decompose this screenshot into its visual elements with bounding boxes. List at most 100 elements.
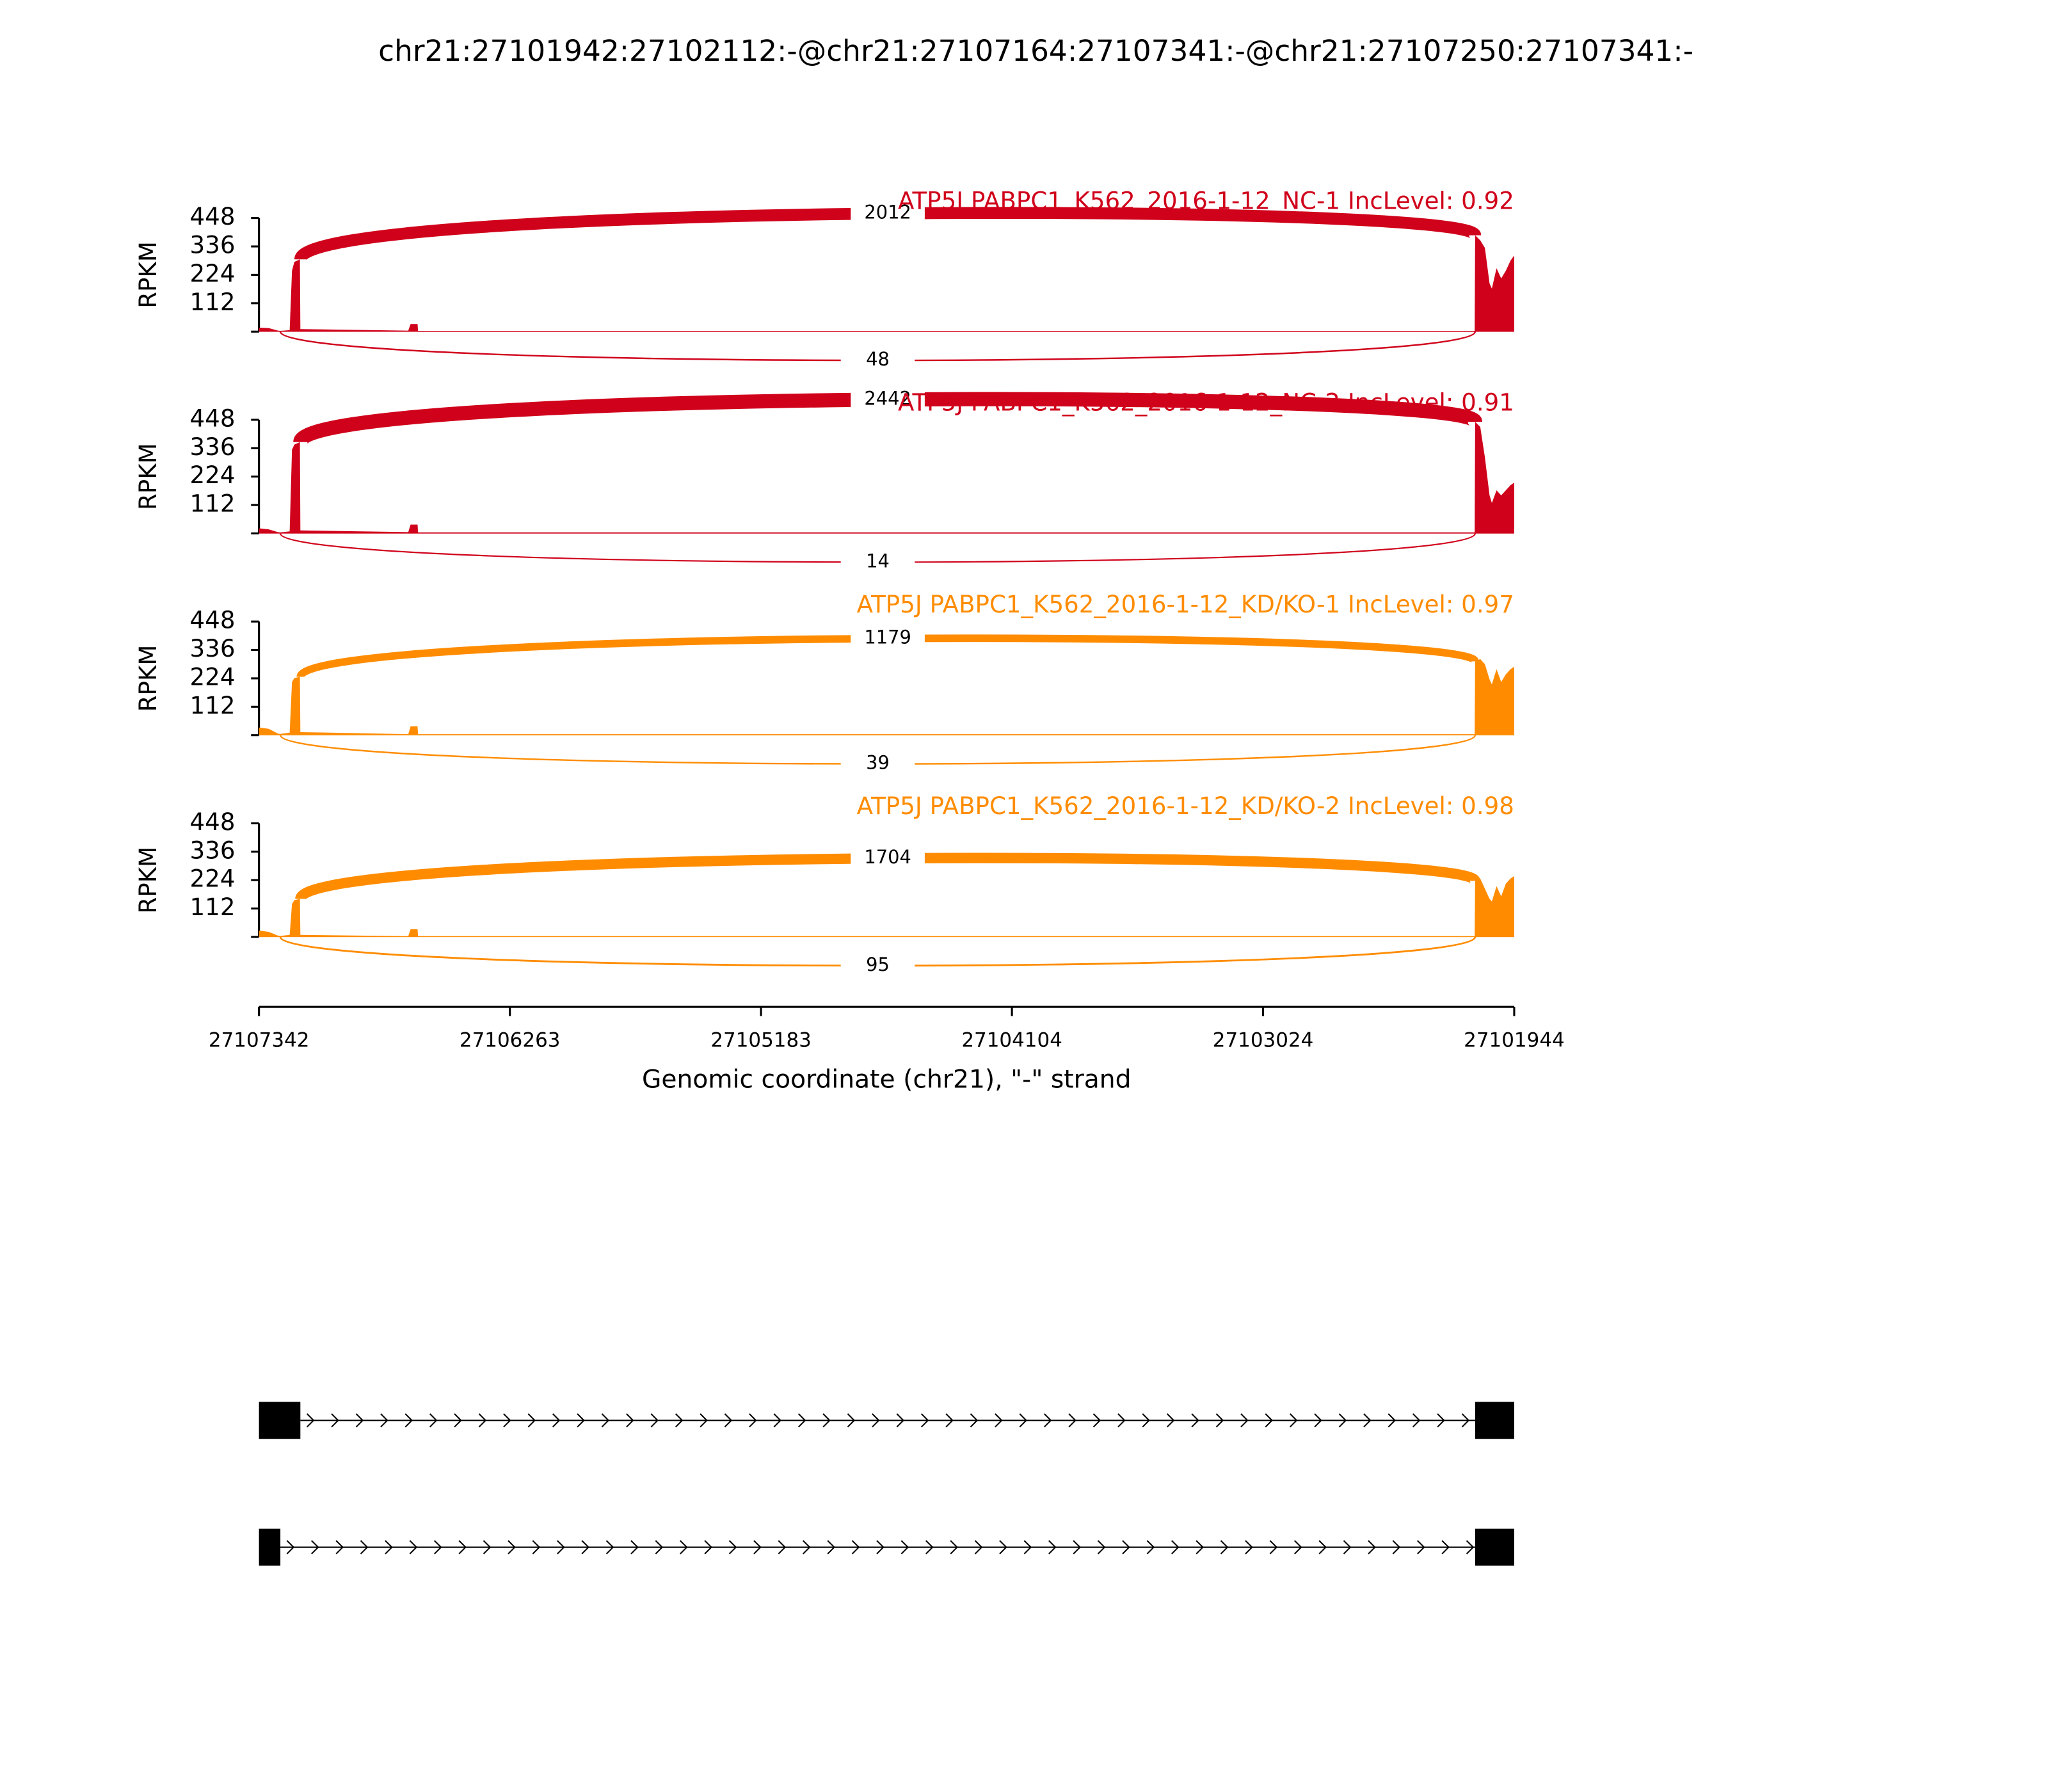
y-axis-label: RPKM	[134, 645, 162, 712]
y-tick-label: 448	[190, 404, 236, 432]
strand-chevron	[1289, 1413, 1298, 1428]
y-axis-label: RPKM	[134, 443, 162, 510]
y-tick-label: 112	[190, 288, 236, 316]
y-tick-label: 112	[190, 692, 236, 719]
junction-label-bg	[851, 388, 925, 410]
strand-chevron	[1166, 1413, 1175, 1428]
strand-chevron	[1240, 1413, 1249, 1428]
strand-chevron	[1117, 1413, 1126, 1428]
strand-chevron	[650, 1413, 659, 1428]
coverage-area	[259, 235, 1514, 332]
y-tick-label: 336	[190, 635, 236, 662]
strand-chevron	[1363, 1413, 1372, 1428]
y-tick-label: 448	[190, 607, 236, 634]
strand-chevron	[704, 1540, 712, 1555]
y-tick-label: 448	[190, 808, 236, 836]
x-tick-label: 27101944	[1464, 1028, 1565, 1052]
strand-chevron	[385, 1540, 393, 1555]
x-tick-label: 27103024	[1213, 1028, 1314, 1052]
junction-label: 48	[866, 348, 890, 370]
y-tick-label: 336	[190, 836, 236, 864]
strand-chevron	[700, 1413, 708, 1428]
strand-chevron	[429, 1413, 438, 1428]
junction-label: 1704	[864, 846, 911, 868]
strand-chevron	[1314, 1413, 1322, 1428]
strand-chevron	[900, 1540, 909, 1555]
strand-chevron	[728, 1540, 737, 1555]
strand-chevron	[527, 1413, 536, 1428]
exon	[259, 1528, 281, 1566]
x-tick-label: 27106263	[460, 1028, 561, 1052]
strand-chevron	[822, 1413, 831, 1428]
strand-chevron	[753, 1540, 762, 1555]
strand-chevron	[1146, 1540, 1155, 1555]
strand-chevron	[331, 1413, 339, 1428]
y-axis-label: RPKM	[134, 847, 162, 914]
y-tick-label: 336	[190, 232, 236, 259]
strand-chevron	[626, 1413, 634, 1428]
strand-chevron	[945, 1413, 954, 1428]
strand-chevron	[1388, 1413, 1396, 1428]
strand-chevron	[999, 1540, 1007, 1555]
figure-title: chr21:27101942:27102112:-@chr21:27107164…	[378, 34, 1693, 68]
strand-chevron	[360, 1540, 369, 1555]
strand-chevron	[508, 1540, 516, 1555]
junction-label-bg	[840, 753, 915, 775]
strand-chevron	[675, 1413, 684, 1428]
strand-chevron	[311, 1540, 319, 1555]
junction-label: 2012	[864, 202, 911, 223]
strand-chevron	[680, 1540, 688, 1555]
strand-chevron	[605, 1540, 614, 1555]
junction-label-bg	[840, 955, 915, 977]
strand-chevron	[1318, 1540, 1327, 1555]
strand-chevron	[1073, 1540, 1081, 1555]
strand-chevron	[724, 1413, 733, 1428]
strand-chevron	[1368, 1540, 1376, 1555]
junction-label-bg	[840, 349, 915, 371]
strand-chevron	[925, 1540, 934, 1555]
strand-chevron	[1461, 1413, 1470, 1428]
strand-chevron	[434, 1540, 442, 1555]
strand-chevron	[803, 1540, 811, 1555]
strand-chevron	[306, 1413, 315, 1428]
junction-label: 39	[866, 752, 890, 774]
strand-chevron	[1196, 1540, 1204, 1555]
strand-chevron	[896, 1413, 905, 1428]
junction-label: 1179	[864, 627, 911, 648]
strand-chevron	[1417, 1540, 1425, 1555]
strand-chevron	[1437, 1413, 1445, 1428]
x-axis-label: Genomic coordinate (chr21), "-" strand	[642, 1065, 1132, 1094]
strand-chevron	[1097, 1540, 1106, 1555]
panel-title: ATP5J PABPC1_K562_2016-1-12_KD/KO-2 IncL…	[857, 792, 1514, 820]
strand-chevron	[749, 1413, 757, 1428]
y-tick-label: 448	[190, 203, 236, 230]
y-tick-label: 224	[190, 865, 236, 893]
strand-chevron	[1441, 1540, 1450, 1555]
strand-chevron	[630, 1540, 639, 1555]
strand-chevron	[1412, 1413, 1421, 1428]
strand-chevron	[1245, 1540, 1253, 1555]
exon	[259, 1402, 301, 1439]
coverage-area	[259, 659, 1514, 735]
strand-chevron	[1092, 1413, 1101, 1428]
junction-label: 2442	[864, 387, 911, 409]
strand-chevron	[778, 1540, 787, 1555]
junction-label-bg	[840, 551, 915, 573]
panel-title: ATP5J PABPC1_K562_2016-1-12_KD/KO-1 IncL…	[857, 591, 1514, 618]
panel-title: ATP5J PABPC1_K562_2016-1-12_NC-1 IncLeve…	[898, 187, 1514, 214]
y-axis-label: RPKM	[134, 241, 162, 308]
strand-chevron	[557, 1540, 565, 1555]
strand-chevron	[1215, 1413, 1224, 1428]
strand-chevron	[797, 1413, 806, 1428]
strand-chevron	[1043, 1413, 1052, 1428]
strand-chevron	[876, 1540, 884, 1555]
strand-chevron	[1294, 1540, 1302, 1555]
strand-chevron	[851, 1540, 860, 1555]
strand-chevron	[1019, 1413, 1028, 1428]
strand-chevron	[1122, 1540, 1130, 1555]
strand-chevron	[601, 1413, 610, 1428]
junction-label: 95	[866, 954, 890, 975]
strand-chevron	[1142, 1413, 1151, 1428]
strand-chevron	[773, 1413, 782, 1428]
